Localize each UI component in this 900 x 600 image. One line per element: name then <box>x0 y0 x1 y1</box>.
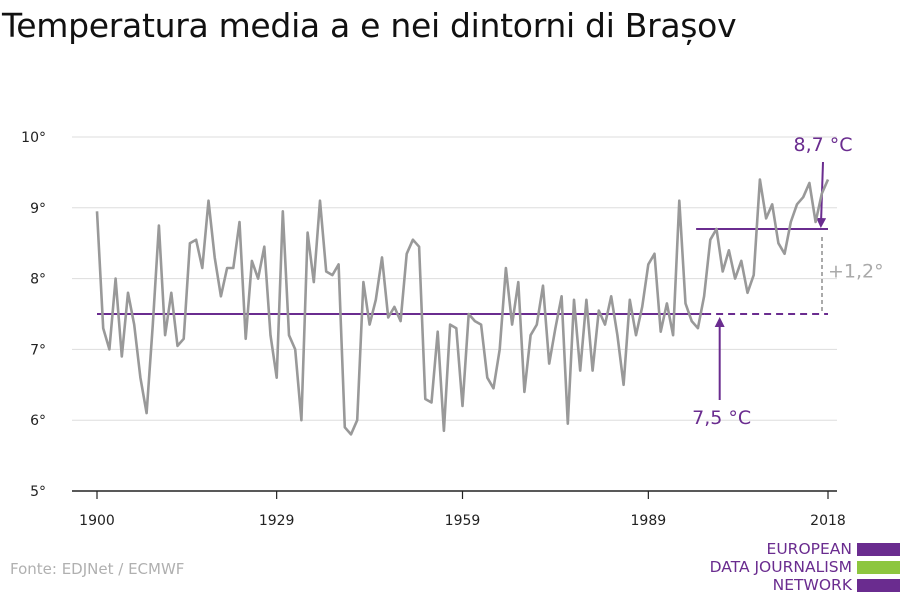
y-tick-labels: 5° 6° 7° 8° 9° 10° <box>21 130 46 500</box>
logo-line-3: NETWORK <box>772 576 852 594</box>
gridlines <box>72 136 837 421</box>
y-tick-label: 9° <box>30 201 46 217</box>
logo-bar-2 <box>857 561 900 574</box>
y-tick-label: 7° <box>30 342 46 358</box>
series-lines <box>95 178 830 436</box>
logo-line-2: DATA JOURNALISM <box>709 558 852 576</box>
chart-title: Temperatura media a e nei dintorni di Br… <box>2 6 737 45</box>
y-tick-label: 6° <box>30 413 46 429</box>
logo-bar-1 <box>857 543 900 556</box>
y-tick-label: 5° <box>30 484 46 500</box>
x-tick-label: 1929 <box>259 513 295 529</box>
edjnet-logo: EUROPEAN DATA JOURNALISM NETWORK <box>700 540 900 596</box>
x-tick-label: 1959 <box>445 513 481 529</box>
logo-line-1: EUROPEAN <box>766 540 852 558</box>
difference-label: +1,2° <box>828 261 884 283</box>
x-tick-label: 1989 <box>631 513 667 529</box>
baseline-label: 7,5 °C <box>692 407 751 429</box>
x-tick-label: 1900 <box>79 513 115 529</box>
y-tick-label: 8° <box>30 272 46 288</box>
x-axis: 1900 1929 1959 1989 2018 <box>72 490 846 529</box>
y-tick-label: 10° <box>21 130 46 146</box>
source-note: Fonte: EDJNet / ECMWF <box>10 560 185 578</box>
logo-bar-3 <box>857 579 900 592</box>
recent-label: 8,7 °C <box>793 134 852 156</box>
x-tick-label: 2018 <box>810 513 846 529</box>
temperature-series-line <box>95 178 830 436</box>
